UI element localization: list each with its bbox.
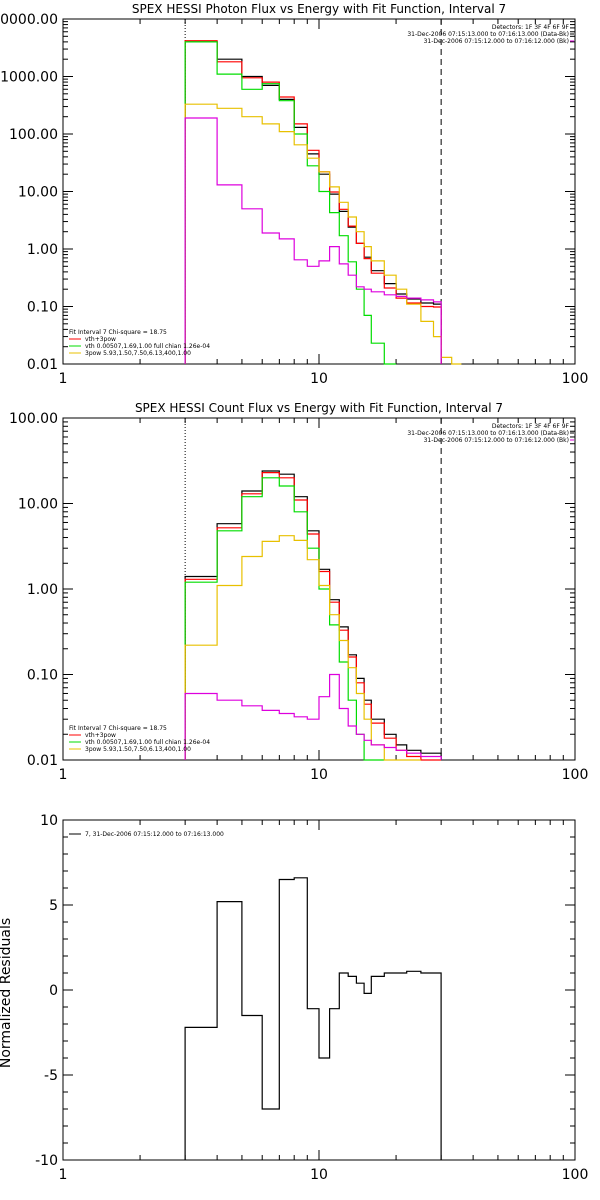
axis-ticks: 1 10 100 0.01 0.10 1.00 10.00 100.00 <box>9 411 588 783</box>
y-tick-label: 0.01 <box>27 357 58 373</box>
black-series-line <box>184 470 442 760</box>
info-line: 31-Dec-2006 07:15:13.000 to 07:16:13.000… <box>407 31 569 38</box>
count-flux-title: SPEX HESSI Count Flux vs Energy with Fit… <box>135 401 503 415</box>
x-tick-label: 10 <box>310 371 328 387</box>
y-tick-label: 1000.00 <box>0 70 58 86</box>
legend-entry: 7, 31-Dec-2006 07:15:12.000 to 07:16:13.… <box>85 831 224 838</box>
info-line: 31-Dec-2006 07:15:12.000 to 07:16:12.000… <box>424 38 569 45</box>
y-tick-label: 5 <box>49 898 58 914</box>
legend-entry: vth 0.00507,1.69,1.00 full chian 1.26e-0… <box>85 739 210 746</box>
x-tick-label: 10 <box>310 1167 328 1183</box>
y-tick-label: 0.10 <box>27 668 58 684</box>
y-tick-label: 10 <box>40 813 58 829</box>
plot-frame <box>62 819 576 1161</box>
yellow-series-line <box>184 103 462 365</box>
black-series-line <box>184 877 442 1160</box>
yellow-series-line <box>184 535 421 761</box>
y-tick-label: 100.00 <box>9 127 58 143</box>
magenta-series-line <box>184 117 442 364</box>
y-tick-label: 0 <box>49 983 58 999</box>
axis-ticks: 1 10 100 0.01 0.10 1.00 10.00 100.00 1000.00 1000… <box>0 12 588 387</box>
x-tick-label: 10 <box>310 767 328 783</box>
info-line: 31-Dec-2006 07:15:12.000 to 07:16:12.000… <box>424 437 569 444</box>
y-tick-label: 100.00 <box>9 411 58 427</box>
legend-entry: Fit Interval 7 Chi-square = 18.75 <box>69 725 167 732</box>
spectrum-series <box>184 470 442 761</box>
x-tick-label: 1 <box>59 1167 68 1183</box>
legend-entry: vth+3pow <box>85 732 116 739</box>
legend-entry: Fit Interval 7 Chi-square = 18.75 <box>69 329 167 336</box>
residuals-ylabel: Normalized Residuals <box>0 918 14 1068</box>
x-tick-label: 1 <box>59 371 68 387</box>
fit-range-lines <box>184 19 442 364</box>
fit-range-lines <box>184 418 442 760</box>
magenta-series-line <box>184 673 442 760</box>
residual-legend: 7, 31-Dec-2006 07:15:12.000 to 07:16:13.… <box>69 831 224 838</box>
fit-legend: Fit Interval 7 Chi-square = 18.75vth+3po… <box>69 725 210 753</box>
y-tick-label: 10.00 <box>18 185 58 201</box>
x-tick-label: 100 <box>562 767 589 783</box>
y-tick-label: 0.10 <box>27 300 58 316</box>
spectrum-series <box>184 40 462 365</box>
x-tick-label: 100 <box>562 1167 589 1183</box>
count-flux-panel: SPEX HESSI Count Flux vs Energy with Fit… <box>9 401 588 783</box>
y-tick-label: 1.00 <box>27 242 58 258</box>
x-tick-label: 1 <box>59 767 68 783</box>
y-tick-label: -5 <box>44 1068 58 1084</box>
y-tick-label: 0.01 <box>27 753 58 769</box>
residual-series <box>184 877 442 1160</box>
legend-entry: vth+3pow <box>85 336 116 343</box>
y-tick-label: 10.00 <box>18 497 58 513</box>
axis-ticks: 1 10 100 -10 -5 0 5 10 <box>35 813 588 1183</box>
residuals-panel: Normalized Residuals 1 10 100 -10 -5 0 5 10 7, … <box>0 813 588 1183</box>
y-tick-label: 10000.00 <box>0 12 58 28</box>
green-series-line <box>184 41 397 365</box>
green-series-line <box>184 477 385 761</box>
legend-entry: 3pow 5.93,1.50,7.50,6.13,400,1.00 <box>85 350 191 357</box>
red-series-line <box>184 472 442 761</box>
legend-entry: 3pow 5.93,1.50,7.50,6.13,400,1.00 <box>85 746 191 753</box>
photon-flux-panel: SPEX HESSI Photon Flux vs Energy with Fi… <box>0 2 588 387</box>
black-series-line <box>184 41 442 364</box>
x-tick-label: 100 <box>562 371 589 387</box>
fit-legend: Fit Interval 7 Chi-square = 18.75vth+3po… <box>69 329 210 357</box>
info-line: Detectors: 1F 3F 4F 6F 9F <box>492 423 570 430</box>
info-line: 31-Dec-2006 07:15:13.000 to 07:16:13.000… <box>407 430 569 437</box>
red-series-line <box>184 40 442 364</box>
info-line: Detectors: 1F 3F 4F 6F 9F <box>492 24 570 31</box>
legend-entry: vth 0.00507,1.69,1.00 full chian 1.26e-0… <box>85 343 210 350</box>
y-tick-label: 1.00 <box>27 582 58 598</box>
photon-flux-title: SPEX HESSI Photon Flux vs Energy with Fi… <box>132 2 506 16</box>
y-tick-label: -10 <box>35 1153 58 1169</box>
